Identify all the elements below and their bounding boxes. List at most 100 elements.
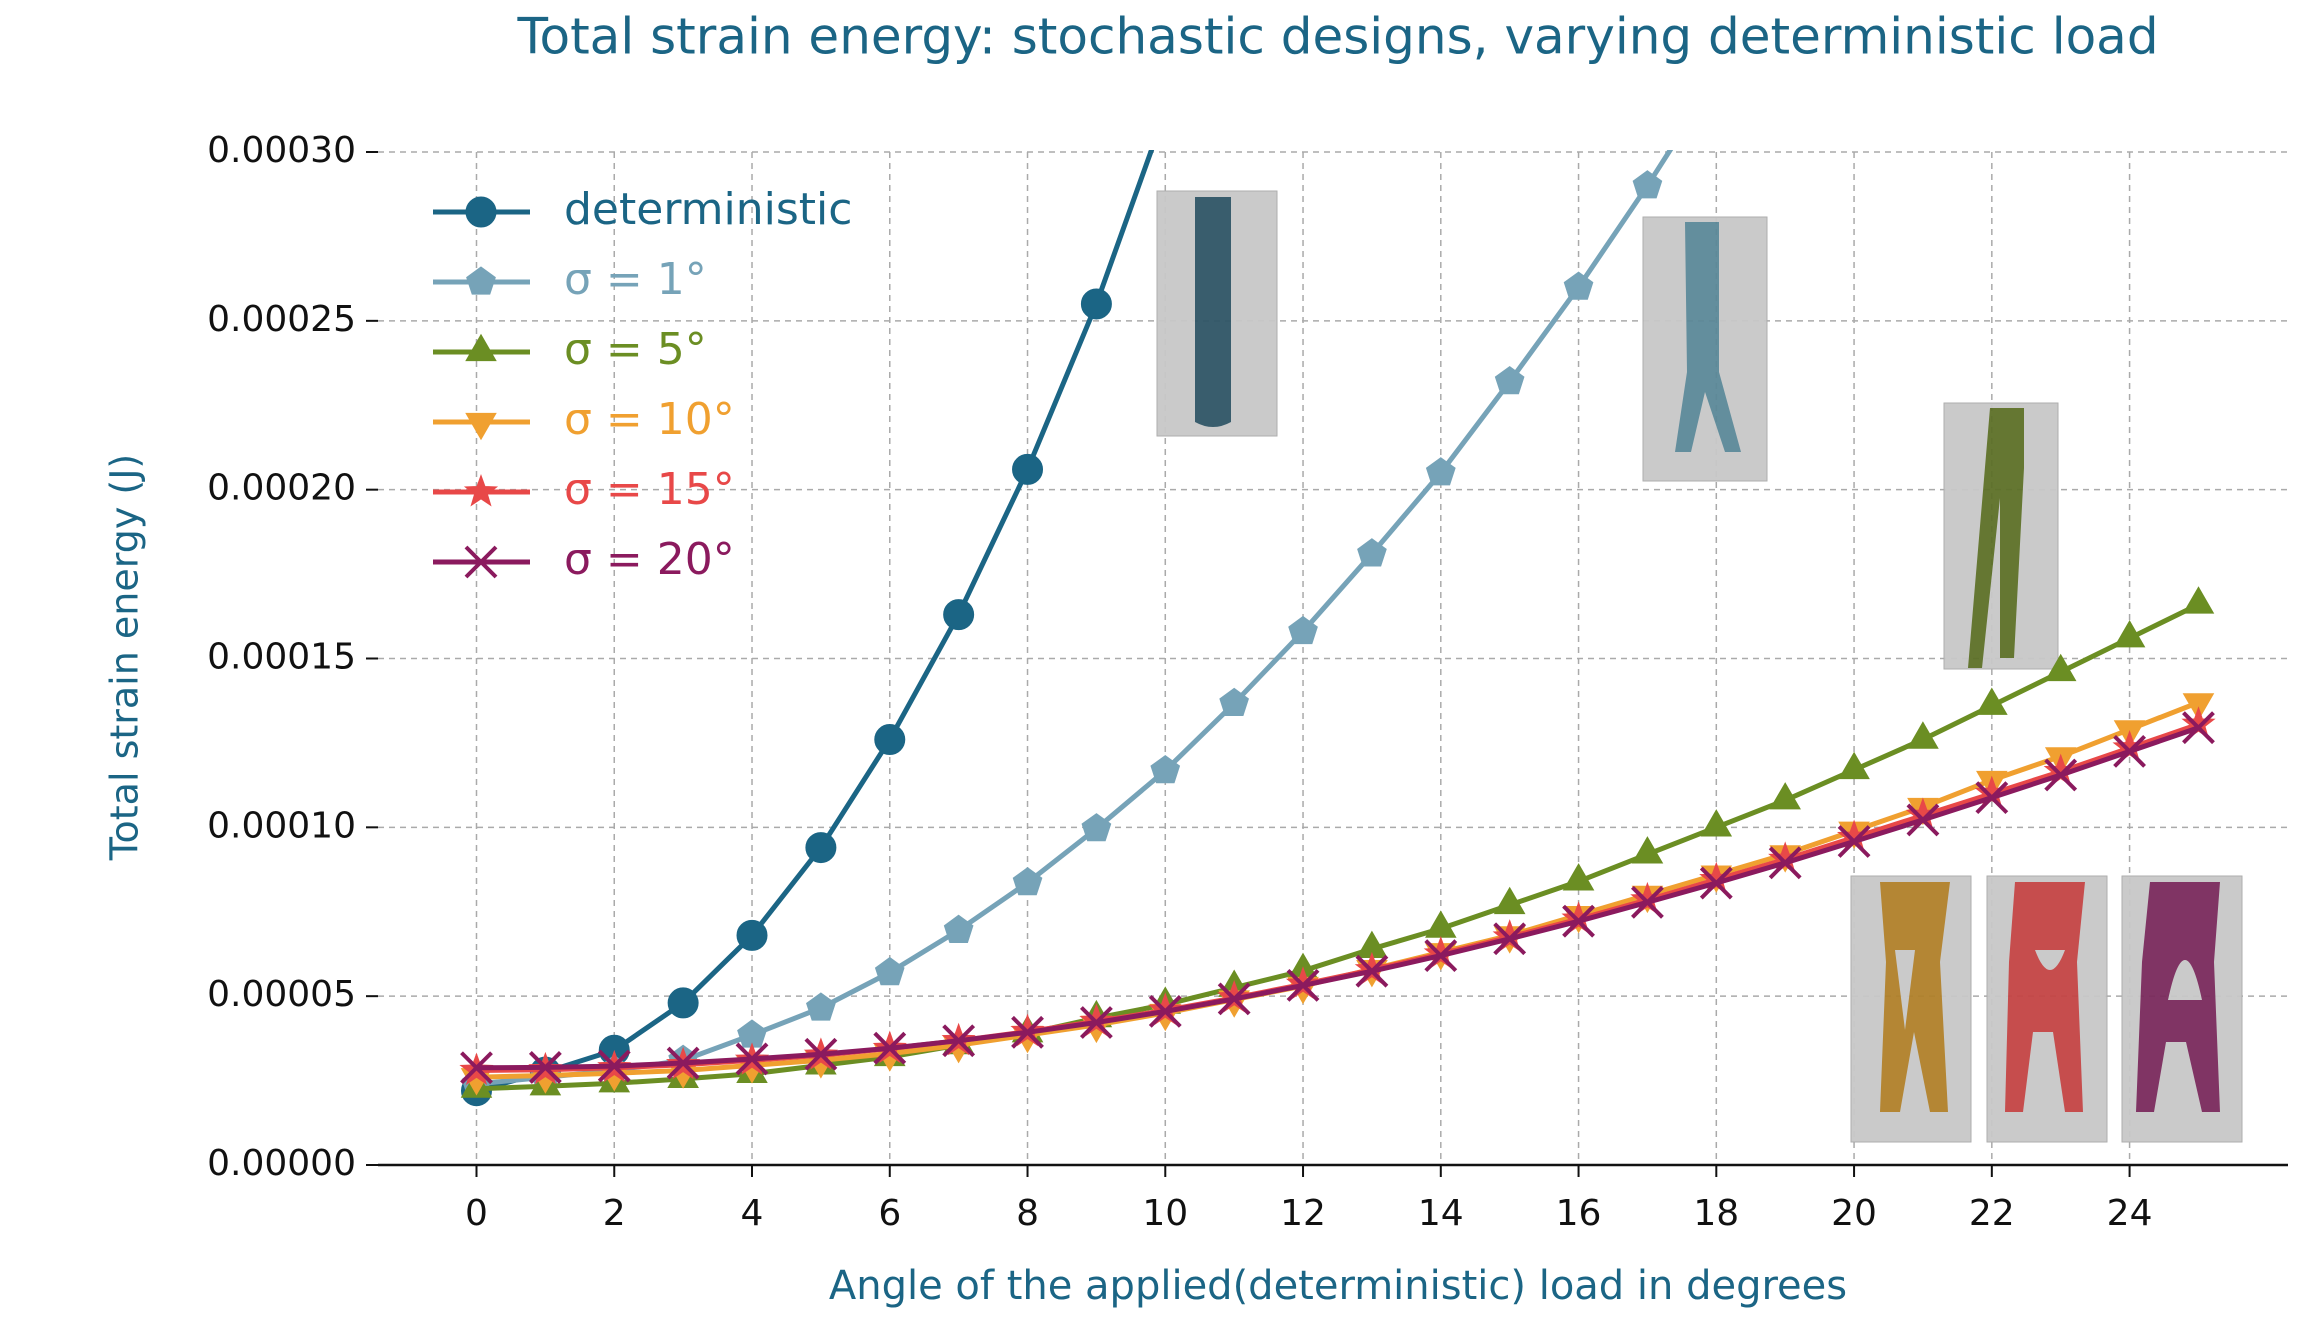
y-tick-label: 0.00020 [207,468,356,509]
marker [1768,841,1803,874]
design-renders [1156,190,2243,1143]
marker [1700,809,1733,837]
marker [1975,781,2009,815]
marker [736,919,768,951]
marker [1148,994,1182,1028]
marker [528,1050,562,1084]
marker [1423,936,1458,969]
marker [1632,170,1663,199]
marker [1081,813,1112,842]
legend-label: σ = 5° [564,324,707,375]
x-tick-label: 0 [465,1193,488,1234]
marker [1699,861,1734,895]
marker [1563,271,1594,300]
marker [1219,687,1249,716]
marker [735,1042,769,1076]
marker [1354,951,1390,985]
x-tick-label: 22 [1969,1193,2015,1234]
marker [1080,288,1112,320]
marker [874,956,905,986]
marker [2043,753,2078,787]
x-tick-label: 8 [1016,1193,1039,1234]
marker [1492,919,1527,952]
plot-area [459,63,2216,1107]
y-tick-label: 0.00025 [207,299,356,340]
x-tick-label: 20 [1831,1193,1877,1234]
marker [874,724,906,756]
marker [1702,63,1731,90]
marker [666,1046,700,1080]
marker [1011,1015,1044,1049]
y-tick-label: 0.00030 [207,130,356,171]
marker [943,914,974,943]
legend-label: σ = 10° [564,394,735,445]
y-tick-label: 0.00000 [207,1143,356,1184]
marker [597,1049,631,1083]
x-tick-label: 10 [1142,1193,1188,1234]
design-render [1943,402,2059,670]
marker [460,1051,493,1085]
x-tick-label: 6 [878,1193,901,1234]
x-tick-label: 18 [1693,1193,1739,1234]
marker [873,1031,907,1065]
marker [1493,886,1526,915]
marker [1424,939,1458,973]
marker [2182,711,2215,745]
x-tick-label: 14 [1418,1193,1464,1234]
x-tick-label: 12 [1280,1193,1326,1234]
design-render [1156,190,1278,437]
series-line [476,725,2200,1071]
marker [2044,758,2078,792]
design-render [1986,875,2108,1143]
marker [466,266,496,295]
legend-label: deterministic [564,184,852,235]
x-tick-label: 24 [2107,1193,2153,1234]
x-tick-label: 4 [741,1193,764,1234]
y-tick-label: 0.00015 [207,637,356,678]
marker [1079,1006,1113,1039]
x-tick-label: 2 [603,1193,626,1234]
marker [1699,866,1733,900]
marker [463,474,499,507]
legend-label: σ = 15° [564,464,735,515]
marker [465,333,497,362]
marker [1562,863,1595,891]
x-axis-label: Angle of the applied(deterministic) load… [829,1263,1847,1309]
marker [1012,453,1044,485]
legend-label: σ = 1° [564,254,707,305]
marker [465,412,497,441]
marker [1976,687,2008,715]
marker [2182,586,2215,614]
marker [1357,538,1387,567]
legend-label: σ = 20° [564,534,735,585]
marker [2113,619,2146,648]
chart-title: Total strain energy: stochastic designs,… [516,8,2158,66]
marker [465,196,497,228]
marker [2112,730,2147,763]
marker [1906,803,1940,837]
marker [667,987,699,1019]
marker [942,1024,976,1058]
marker [1630,881,1665,915]
marker [1286,968,1320,1002]
marker [1150,754,1181,784]
marker [2044,653,2077,682]
marker [1837,825,1871,858]
y-axis-label: Total strain energy (J) [103,454,147,862]
marker [2181,706,2216,739]
marker [1425,457,1456,486]
marker [1769,782,1801,810]
marker [804,1037,838,1071]
y-tick-label: 0.00005 [207,974,356,1015]
marker [805,832,837,864]
marker [1631,836,1664,864]
marker [1150,96,1180,126]
x-tick-label: 16 [1556,1193,1602,1234]
marker [464,545,498,579]
marker [1561,901,1596,934]
design-render [1642,216,1768,482]
marker [2113,734,2146,768]
marker [1288,615,1318,645]
marker [1494,365,1525,395]
